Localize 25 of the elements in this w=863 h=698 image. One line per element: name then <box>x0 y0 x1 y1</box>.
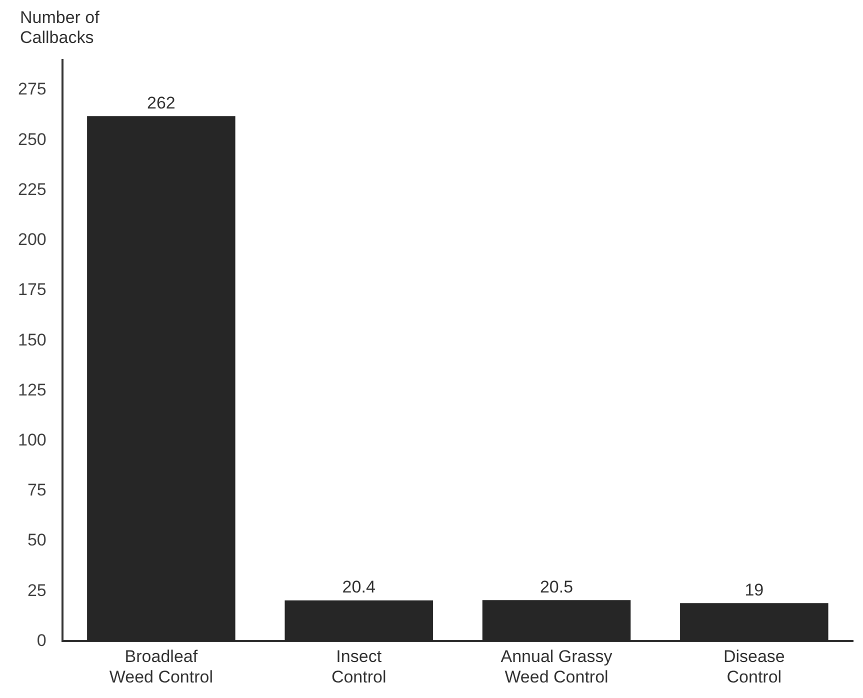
bar <box>482 600 631 642</box>
x-tick-label: Broadleaf Weed Control <box>109 647 214 686</box>
y-tick-label: 200 <box>18 230 46 250</box>
x-tick-label: Insect Control <box>331 647 386 686</box>
y-tick-label: 25 <box>27 580 46 600</box>
x-tick-label: Annual Grassy Weed Control <box>500 647 613 686</box>
y-tick-label: 250 <box>18 130 46 149</box>
y-tick-label: 225 <box>18 180 46 199</box>
y-tick-label: 75 <box>27 480 46 500</box>
data-label: 262 <box>147 93 176 112</box>
bar <box>680 603 828 642</box>
y-tick-label: 50 <box>27 530 46 550</box>
y-tick-label: 125 <box>18 380 46 400</box>
y-tick-label: 175 <box>18 280 46 300</box>
data-label: 20.4 <box>342 578 376 597</box>
y-axis-title: Number of Callbacks <box>20 8 100 48</box>
data-label: 20.5 <box>540 577 574 596</box>
bar <box>284 600 433 642</box>
data-label: 19 <box>744 580 764 600</box>
y-tick-label: 150 <box>18 330 46 350</box>
y-tick-label: 0 <box>36 630 46 650</box>
bar <box>87 116 236 642</box>
y-tick-label: 100 <box>18 430 46 450</box>
y-tick-label: 275 <box>18 80 46 99</box>
x-tick-label: Disease Control <box>723 647 785 686</box>
